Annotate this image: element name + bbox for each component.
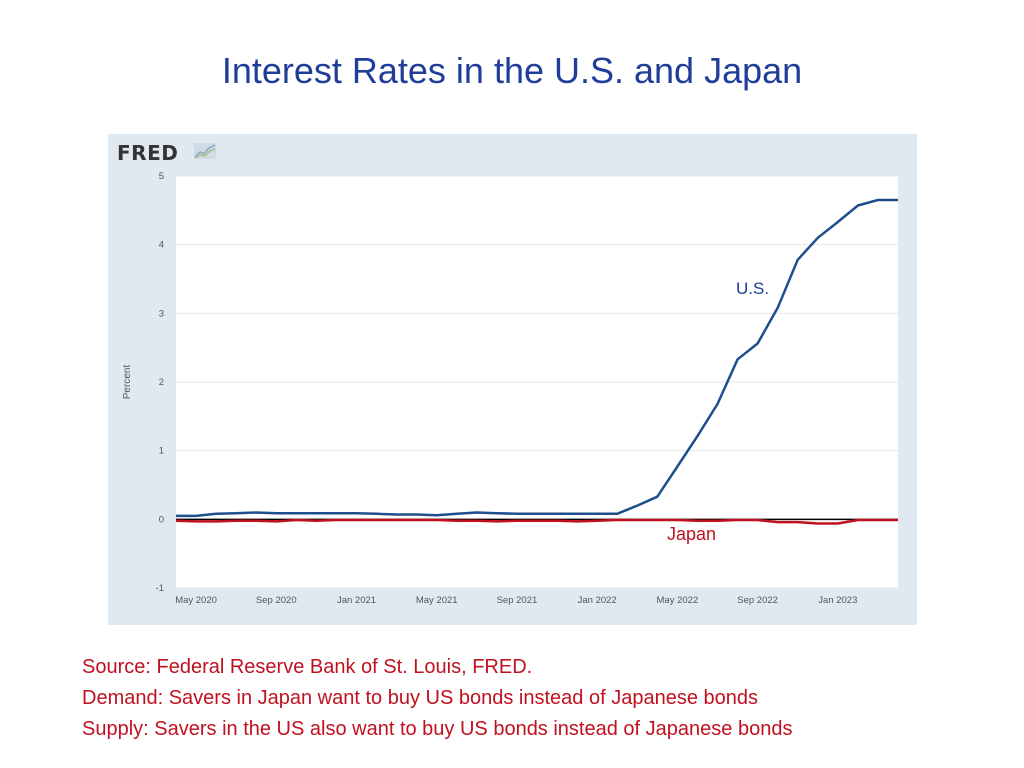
y-tick-label: 0: [159, 514, 164, 525]
x-tick-label: Jan 2023: [818, 595, 857, 606]
series-lines: [175, 198, 898, 525]
note-source: Source: Federal Reserve Bank of St. Loui…: [82, 656, 533, 678]
x-tick-label: Sep 2020: [256, 595, 297, 606]
x-tick-label: Jan 2021: [337, 595, 376, 606]
y-tick-label: -1: [156, 583, 164, 594]
series-line-japan: [175, 518, 898, 525]
y-tick-label: 5: [159, 171, 164, 182]
x-tick-label: Sep 2021: [497, 595, 538, 606]
annotation-us: U.S.: [736, 279, 769, 298]
gridlines: [176, 175, 898, 589]
x-tick-label: Jan 2022: [578, 595, 617, 606]
annotation-japan: Japan: [667, 524, 716, 544]
x-tick-label: May 2020: [175, 595, 217, 606]
y-tick-label: 1: [159, 446, 164, 457]
source-notes: Source: Federal Reserve Bank of St. Loui…: [82, 652, 792, 745]
note-demand: Demand: Savers in Japan want to buy US b…: [82, 687, 758, 709]
fred-logo: FRED: [117, 141, 179, 165]
x-axis-ticks: May 2020 Sep 2020 Jan 2021 May 2021 Sep 2021…: [175, 595, 857, 606]
y-tick-label: 3: [159, 308, 164, 319]
series-line-us: [176, 198, 898, 518]
note-supply: Supply: Savers in the US also want to bu…: [82, 718, 793, 740]
y-tick-label: 4: [159, 240, 164, 251]
y-axis-ticks: -1 0 1 2 3 4 5: [156, 171, 164, 594]
slide-title: Interest Rates in the U.S. and Japan: [221, 50, 803, 91]
fred-chart-icon: [194, 143, 216, 159]
x-tick-label: May 2021: [416, 595, 458, 606]
y-axis-title: Percent: [122, 365, 133, 400]
y-tick-label: 2: [159, 377, 164, 388]
fred-chart-panel: FRED -1 0 1 2 3 4 5 May 2020 Sep 2020 Jan 2021 Ma…: [108, 134, 917, 625]
x-tick-label: May 2022: [657, 595, 699, 606]
x-tick-label: Sep 2022: [737, 595, 778, 606]
